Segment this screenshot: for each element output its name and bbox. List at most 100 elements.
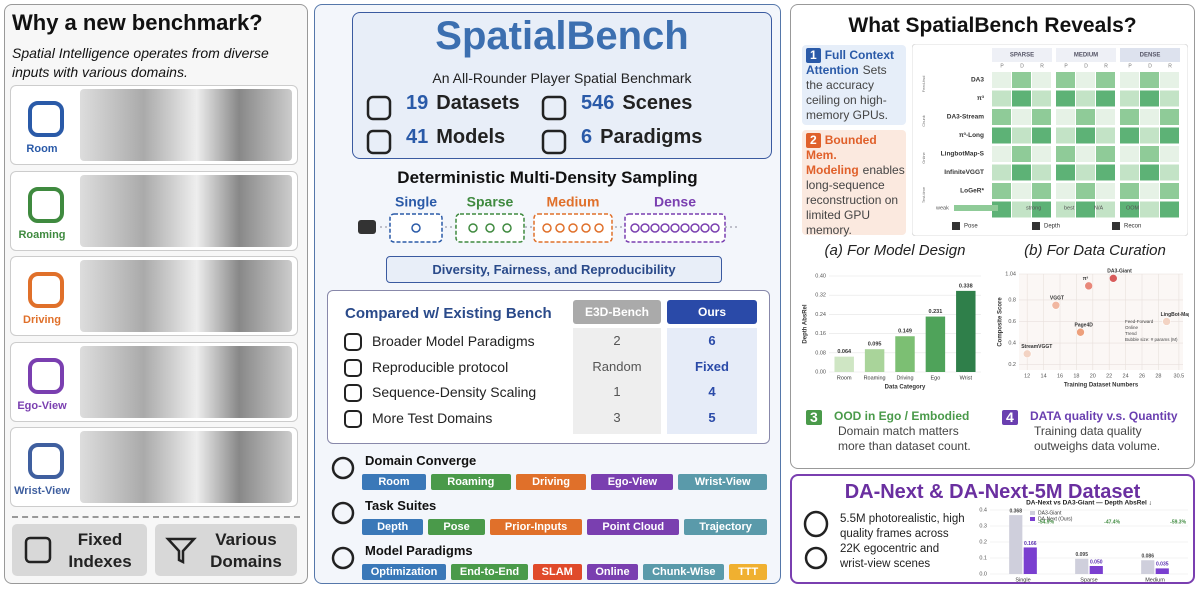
heat-cell — [1032, 201, 1051, 218]
heat-cell — [1096, 201, 1115, 218]
heat-cell — [1076, 201, 1095, 218]
x-tick-label: Sparse — [1080, 577, 1097, 583]
heat-cell — [1056, 127, 1075, 144]
heat-cell — [1096, 164, 1115, 181]
legend-label: Trend — [1125, 331, 1137, 336]
heat-cell — [1160, 164, 1179, 181]
heat-cell — [1096, 146, 1115, 162]
subcolumn-label: D — [1148, 63, 1152, 69]
heat-cell — [1120, 201, 1139, 218]
stat-value: 546 — [581, 92, 615, 114]
heat-cell — [1140, 201, 1159, 218]
y-tick-label: 0.3 — [979, 523, 987, 529]
column-label: MEDIUM — [1074, 53, 1098, 59]
stat-icon — [541, 129, 567, 155]
value-label: 0.035 — [1156, 562, 1169, 568]
annotation: -59.3% — [1170, 519, 1186, 525]
frame-dot — [411, 223, 421, 233]
icon-shape — [541, 129, 567, 155]
tag: Online — [586, 564, 639, 580]
heat-cell — [1096, 72, 1115, 88]
icon-shape — [366, 129, 392, 155]
point-label: π³ — [1083, 276, 1089, 282]
row-label: InfiniteVGGT — [944, 169, 984, 176]
domain-image — [80, 89, 292, 161]
bar — [1009, 515, 1023, 574]
y-tick-label: 0.24 — [815, 312, 826, 318]
y-axis-label: Depth AbsRel — [803, 304, 809, 343]
group-label: Test-time — [921, 186, 926, 203]
col-ours-bg — [667, 328, 757, 434]
row-icon — [344, 384, 362, 402]
subcolumn-label: P — [1064, 63, 1068, 69]
stat-label: Datasets — [436, 92, 520, 114]
frame-dot — [630, 223, 640, 233]
point — [1022, 349, 1032, 359]
y-tick-label: 0.1 — [979, 555, 987, 561]
heat-cell — [1076, 164, 1095, 181]
domain-label: Ego-View — [17, 399, 67, 412]
legend-label: Bubble size: # params (M) — [1125, 337, 1178, 342]
icon-shape — [28, 186, 64, 223]
group-label: Online — [921, 151, 926, 163]
heat-cell — [1032, 183, 1051, 199]
icon-shape — [28, 272, 64, 308]
row-e3d: 2 — [613, 333, 621, 348]
x-tick-label: 12 — [1024, 373, 1030, 379]
icon-shape — [28, 101, 64, 137]
stat-value: 41 — [406, 126, 429, 148]
frame-dot — [680, 223, 690, 233]
x-tick-label: Driving — [896, 375, 913, 381]
button-label: Fixed Indexes — [68, 530, 132, 571]
sampling-title: Deterministic Multi-Density Sampling — [397, 168, 698, 187]
value-label: 0.338 — [959, 283, 973, 289]
legend-label: DA-Next (Ours) — [1038, 516, 1073, 522]
frame-dot — [542, 223, 552, 233]
chart: DA-Next vs DA3-Giant — Depth AbsRel ↓ 0.0… — [979, 500, 1188, 583]
left-subtitle: Spatial Intelligence operates from diver… — [12, 45, 269, 80]
x-tick-label: Single — [1015, 577, 1030, 583]
heat-cell — [1012, 127, 1031, 144]
heat-cell — [992, 72, 1011, 88]
domain-label: Driving — [23, 314, 61, 326]
point — [1076, 327, 1085, 337]
y-tick-label: 0.2 — [979, 539, 987, 545]
x-tick-label: 22 — [1106, 373, 1112, 379]
y-tick-label: 0.6 — [1008, 319, 1016, 325]
heat-cell — [1032, 127, 1051, 144]
chart: 0.00 0.08 0.16 0.24 0.32 0.40 0.064 Room 0.095 Ro… — [803, 273, 981, 391]
dataset-body: 5.5M photorealistic, high quality frames… — [840, 513, 965, 570]
tag: Pose — [428, 519, 485, 535]
level-label: Dense — [654, 194, 696, 210]
tag: Trajectory — [684, 519, 767, 535]
col-ours: Ours — [667, 300, 757, 324]
domain-icon — [28, 186, 64, 223]
bar — [864, 349, 885, 372]
dataset-icons — [803, 510, 829, 570]
heat-cell — [1076, 183, 1095, 199]
subcolumn-label: R — [1040, 63, 1044, 69]
column-band — [1120, 48, 1180, 62]
heat-cell — [1076, 90, 1095, 107]
x-axis-label: Training Dataset Numbers — [1064, 383, 1139, 389]
y-tick-label: 0.4 — [1008, 340, 1016, 346]
icon-shape — [803, 510, 829, 538]
y-tick-label: 0.4 — [979, 507, 987, 513]
heat-cell — [1140, 164, 1159, 181]
annotation: -47.4% — [1104, 519, 1120, 525]
legend-label: Feed-Forward — [1125, 319, 1154, 324]
x-tick-label: Room — [837, 375, 852, 381]
heat-cell — [1056, 90, 1075, 107]
domain-label: Roaming — [18, 228, 66, 241]
column-band — [1056, 48, 1116, 62]
frame-dot — [555, 223, 565, 233]
stat-value: 6 — [581, 126, 593, 148]
group-label: Feed-fwd — [921, 76, 926, 93]
heat-cell — [1120, 146, 1139, 162]
x-tick-label: 28 — [1155, 373, 1161, 379]
value-label: 0.095 — [1075, 552, 1088, 558]
heat-cell — [1012, 201, 1031, 218]
legend-label: strong — [1026, 205, 1041, 211]
x-tick-label: 24 — [1123, 373, 1129, 379]
y-tick-label: 0.8 — [1008, 297, 1016, 303]
